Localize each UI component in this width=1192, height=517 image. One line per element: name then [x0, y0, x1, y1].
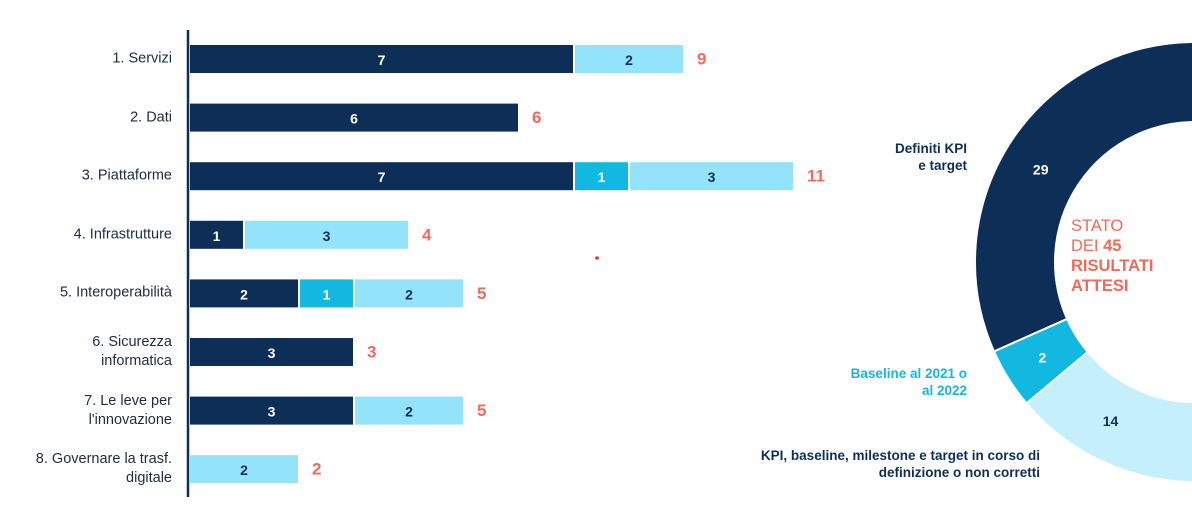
bar-segment — [190, 279, 298, 308]
bar-segment — [300, 279, 353, 308]
segment-label: 1 — [598, 169, 606, 185]
bar-segment — [245, 220, 408, 249]
bar-segment — [630, 162, 793, 191]
bar-segment — [190, 103, 518, 132]
segment-label: 3 — [268, 345, 276, 361]
segment-label: 3 — [268, 404, 276, 420]
donut-label: KPI, baseline, milestone e target in cor… — [760, 448, 1040, 480]
segment-label: 1 — [323, 286, 331, 302]
bar-segment — [190, 455, 298, 484]
segment-label: 2 — [625, 52, 633, 68]
bar-segment — [190, 162, 573, 191]
bar-segment — [190, 338, 353, 366]
center-suffix: RISULTATI ATTESI — [1071, 257, 1154, 295]
bar-segment — [355, 396, 463, 425]
total-label: 6 — [532, 108, 541, 127]
category-label: 3. Piattaforme — [81, 167, 172, 184]
category-label: 8. Governare la trasf. digitale — [35, 451, 172, 487]
segment-label: 3 — [323, 228, 331, 244]
bar-segment — [190, 220, 243, 249]
segment-label: 2 — [240, 286, 248, 302]
category-label: 4. Infrastrutture — [73, 226, 172, 243]
dot — [595, 256, 599, 260]
total-label: 9 — [697, 50, 706, 69]
donut-label: Baseline al 2021 o al 2022 — [850, 366, 967, 398]
segment-label: 2 — [405, 286, 413, 302]
segment-label: 7 — [378, 169, 386, 185]
center-total: 45 — [1103, 237, 1122, 255]
total-label: 5 — [477, 401, 486, 420]
category-label: 6. Sicurezza informatica — [92, 334, 172, 369]
category-label: 2. Dati — [130, 109, 172, 126]
segment-label: 2 — [240, 462, 248, 478]
donut-value: 14 — [1103, 413, 1119, 429]
category-label: 7. Le leve per l'innovazione — [84, 392, 172, 428]
total-label: 4 — [422, 225, 432, 244]
category-label: 1. Servizi — [112, 50, 172, 67]
total-label: 11 — [807, 167, 825, 186]
segment-label: 6 — [350, 111, 358, 127]
bar-segment — [575, 45, 683, 73]
total-label: 5 — [477, 284, 486, 303]
category-label: 5. Interoperabilità — [59, 284, 172, 301]
bar-segment — [355, 279, 463, 308]
bar-segment — [190, 396, 353, 425]
donut-label: Definiti KPI e target — [894, 141, 967, 173]
bar-segment — [575, 162, 628, 191]
donut-center: STATO DEI 45 RISULTATI ATTESI — [1071, 216, 1153, 296]
total-label: 2 — [312, 460, 321, 479]
donut-value: 2 — [1038, 349, 1046, 365]
center-prefix: STATO DEI — [1071, 217, 1124, 255]
segment-label: 2 — [405, 404, 413, 420]
donut-segment — [974, 41, 1192, 353]
donut-segment — [1025, 350, 1192, 483]
segment-label: 7 — [378, 52, 386, 68]
segment-label: 1 — [213, 228, 221, 244]
donut-value: 29 — [1033, 161, 1049, 177]
segment-label: 3 — [708, 169, 716, 185]
total-label: 3 — [367, 343, 376, 362]
bar-segment — [190, 45, 573, 73]
